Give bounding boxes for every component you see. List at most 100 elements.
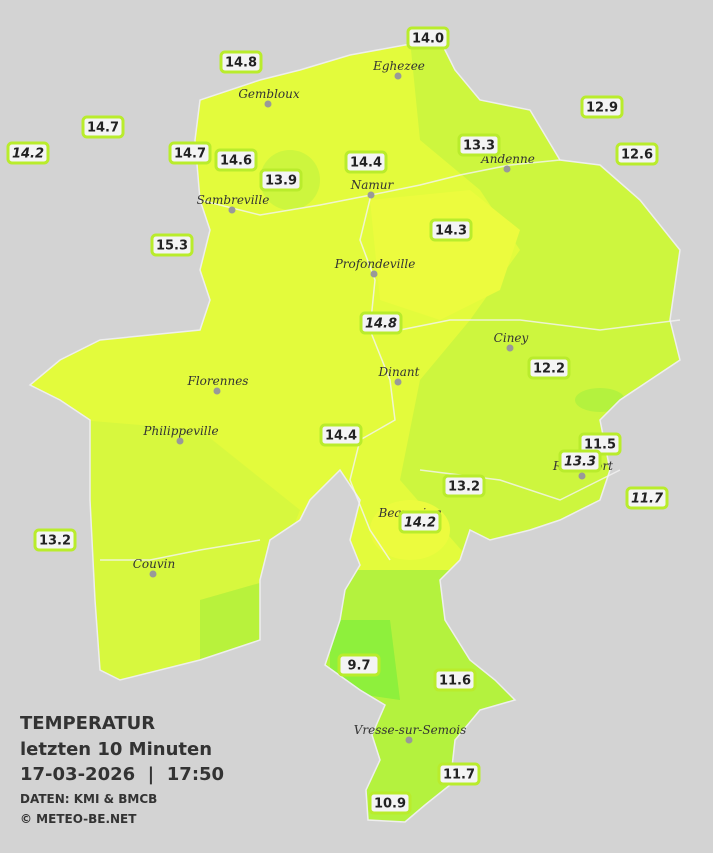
- station: 11.6: [433, 668, 477, 692]
- station: 14.8: [219, 50, 263, 74]
- station-value: 14.2: [404, 516, 436, 531]
- station-box: [625, 486, 669, 510]
- station-value: 14.7: [87, 121, 119, 136]
- station: 13.2: [442, 474, 486, 498]
- title: TEMPERATUR: [20, 713, 155, 734]
- station-value: 14.2: [12, 147, 44, 162]
- station: 13.3: [558, 449, 602, 473]
- station-value: 11.7: [631, 492, 664, 507]
- city-dot: [149, 570, 157, 578]
- city-dot: [264, 100, 272, 108]
- city-label: Vresse-sur-Semois: [354, 723, 467, 737]
- station-value: 13.3: [463, 139, 495, 154]
- station-value: 11.5: [584, 438, 616, 453]
- station-value: 12.6: [621, 148, 653, 163]
- station: 13.3: [457, 133, 501, 157]
- station: 10.9: [368, 791, 412, 815]
- station-box: [457, 133, 501, 157]
- station-value: 14.7: [174, 147, 206, 162]
- station: 9.7: [337, 653, 381, 677]
- city-dot: [213, 387, 221, 395]
- station-box: [429, 218, 473, 242]
- station-box: [319, 423, 363, 447]
- city-label: Dinant: [378, 365, 420, 379]
- station-value: 13.9: [265, 174, 297, 189]
- station-box: [150, 233, 194, 257]
- station: 14.0: [406, 26, 450, 50]
- station-box: [580, 95, 624, 119]
- station-box: [398, 510, 442, 534]
- station-box: [406, 26, 450, 50]
- city-dot: [503, 165, 511, 173]
- station-box: [214, 148, 258, 172]
- station: 14.2: [398, 510, 442, 534]
- station-box: [168, 141, 212, 165]
- city-label: Couvin: [133, 557, 175, 571]
- cities: EghezeeGemblouxAndenneNamurSambrevillePr…: [133, 59, 613, 744]
- city-label: Florennes: [187, 374, 249, 388]
- station-value: 10.9: [374, 797, 406, 812]
- station: 12.6: [615, 142, 659, 166]
- stations: 14.0 14.8 14.7 14.2 14.7 14.6 13.9 14.4 13.3 12.9…: [6, 26, 669, 815]
- legend: TEMPERATUR letzten 10 Minuten 17-03-2026…: [20, 713, 224, 826]
- station: 11.7: [625, 486, 669, 510]
- station-box: [33, 528, 77, 552]
- station-box: [437, 762, 481, 786]
- city-dot: [367, 191, 375, 199]
- city-label: Namur: [350, 178, 395, 192]
- station-box: [433, 668, 477, 692]
- station-value: 14.6: [220, 154, 252, 169]
- station: 13.9: [259, 168, 303, 192]
- station-value: 14.3: [435, 224, 467, 239]
- city-dot: [394, 378, 402, 386]
- city-label: Philippeville: [142, 424, 218, 438]
- station: 14.7: [168, 141, 212, 165]
- station: 14.3: [429, 218, 473, 242]
- station: 14.2: [6, 141, 50, 165]
- city-label: Ciney: [494, 331, 529, 345]
- station-box: [344, 150, 388, 174]
- station-value: 14.0: [412, 32, 444, 47]
- city-label: Gembloux: [238, 87, 300, 101]
- station-box: [6, 141, 50, 165]
- station-box: [558, 449, 602, 473]
- station-box: [368, 791, 412, 815]
- station: 14.6: [214, 148, 258, 172]
- station-box: [259, 168, 303, 192]
- station-box: [442, 474, 486, 498]
- period: letzten 10 Minuten: [20, 739, 212, 760]
- rivers: [100, 159, 681, 561]
- station: 14.7: [81, 115, 125, 139]
- station-box: [337, 653, 381, 677]
- city-dot: [228, 206, 236, 214]
- station-box: [527, 356, 571, 380]
- station-box: [81, 115, 125, 139]
- station-value: 13.2: [448, 480, 480, 495]
- station: 14.4: [319, 423, 363, 447]
- station: 12.2: [527, 356, 571, 380]
- station-value: 14.8: [225, 56, 257, 71]
- station: 14.8: [359, 311, 403, 335]
- city-label: Eghezee: [372, 59, 425, 73]
- city-dot: [578, 472, 586, 480]
- station-value: 14.8: [365, 317, 397, 332]
- station: 14.4: [344, 150, 388, 174]
- station-value: 14.4: [350, 156, 382, 171]
- station: 11.5: [578, 432, 622, 456]
- city-label: Profondeville: [334, 257, 416, 271]
- station-value: 15.3: [156, 239, 188, 254]
- station-value: 14.4: [325, 429, 357, 444]
- station-value: 13.3: [564, 455, 596, 470]
- station: 11.7: [437, 762, 481, 786]
- city-dot: [405, 736, 413, 744]
- station-value: 9.7: [347, 659, 370, 674]
- station-value: 12.2: [533, 362, 565, 377]
- station-box: [359, 311, 403, 335]
- city-dot: [176, 437, 184, 445]
- datetime: 17-03-2026 | 17:50: [20, 764, 224, 785]
- city-label: Sambreville: [197, 193, 270, 207]
- station-box: [615, 142, 659, 166]
- city-dot: [370, 270, 378, 278]
- zone: [575, 388, 625, 412]
